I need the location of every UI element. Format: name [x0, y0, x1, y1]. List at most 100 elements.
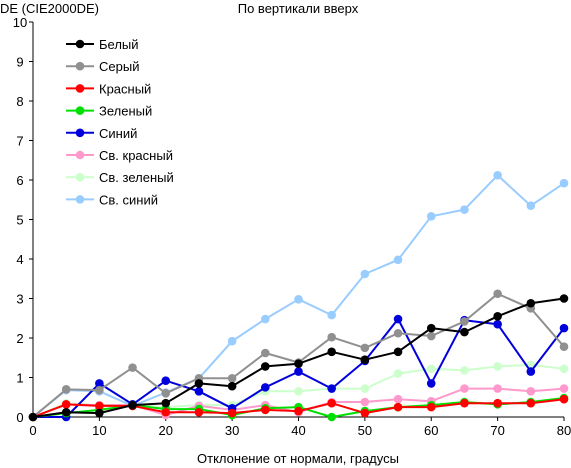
data-point — [526, 298, 536, 308]
legend-item: Зеленый — [66, 104, 152, 119]
data-point — [559, 342, 569, 351]
data-point — [227, 336, 237, 346]
data-point — [261, 314, 270, 324]
data-point — [393, 369, 403, 378]
series-2 — [28, 289, 569, 422]
data-point — [559, 294, 569, 303]
x-tick-label: 70 — [490, 423, 504, 438]
legend-swatch-marker — [75, 84, 85, 93]
data-point — [294, 367, 303, 376]
data-point — [294, 387, 303, 396]
data-point — [161, 398, 171, 408]
data-point — [327, 412, 336, 422]
data-point — [526, 201, 536, 210]
legend-item: Серый — [66, 59, 139, 74]
legend-swatch-marker — [75, 195, 85, 204]
data-point — [227, 408, 237, 418]
legend-swatch-marker — [75, 172, 85, 182]
legend-item: Св. зеленый — [66, 170, 174, 185]
plot-area — [28, 170, 569, 422]
data-point — [460, 398, 469, 408]
data-point — [28, 412, 38, 422]
data-point — [426, 212, 436, 221]
x-tick-label: 30 — [225, 423, 239, 438]
legend-label: Красный — [99, 81, 151, 96]
data-point — [360, 343, 370, 353]
data-point — [194, 407, 204, 417]
data-point — [294, 294, 303, 304]
legend-swatch-marker — [75, 106, 85, 115]
data-point — [526, 367, 536, 376]
data-point — [460, 384, 469, 393]
data-point — [426, 364, 436, 374]
data-point — [161, 389, 171, 398]
data-point — [460, 205, 469, 214]
data-point — [393, 402, 403, 412]
data-point — [294, 359, 303, 368]
y-axis-label: DE (CIE2000DE) — [0, 1, 99, 16]
data-point — [493, 384, 502, 393]
legend-label: Св. зеленый — [99, 170, 174, 185]
data-point — [294, 406, 303, 416]
x-axis-label: Отклонение от нормали, градусы — [197, 451, 399, 466]
y-tick-label: 9 — [16, 55, 23, 70]
legend-swatch-marker — [75, 39, 85, 49]
legend-label: Св. синий — [99, 192, 158, 207]
data-point — [493, 319, 502, 329]
data-point — [393, 394, 403, 404]
data-point — [227, 381, 237, 391]
legend-item: Белый — [66, 37, 139, 52]
x-tick-label: 60 — [424, 423, 438, 438]
data-point — [426, 323, 436, 333]
data-point — [559, 323, 569, 333]
x-tick-label: 50 — [358, 423, 372, 438]
data-point — [393, 314, 403, 324]
data-point — [61, 385, 71, 394]
data-point — [227, 373, 237, 383]
data-point — [128, 400, 137, 410]
x-tick-label: 0 — [29, 423, 36, 438]
data-point — [360, 269, 370, 279]
data-point — [526, 398, 536, 408]
y-tick-label: 3 — [16, 292, 23, 307]
y-tick-label: 4 — [16, 252, 23, 267]
data-point — [526, 387, 536, 396]
y-tick-label: 0 — [16, 410, 23, 425]
legend-label: Серый — [99, 59, 139, 74]
data-point — [393, 347, 403, 357]
data-point — [61, 400, 71, 409]
series-line — [32, 297, 565, 418]
y-tick-label: 8 — [16, 94, 23, 109]
legend-item: Красный — [66, 81, 151, 96]
legend-label: Синий — [99, 126, 137, 141]
series-3 — [28, 394, 569, 422]
legend-item: Синий — [66, 126, 137, 141]
y-tick-label: 6 — [16, 173, 23, 188]
legend: Белый Серый Красный Зеленый Синий Св. красный… — [66, 37, 174, 207]
legend-label: Зеленый — [99, 104, 152, 119]
axes: 0 1 2 3 4 5 6 7 8 9 10 0 10 20 30 40 50 60 70 80 — [13, 15, 571, 438]
x-tick-label: 20 — [159, 423, 173, 438]
data-point — [327, 347, 336, 357]
data-point — [261, 362, 270, 371]
data-point — [327, 332, 336, 342]
y-tick-label: 1 — [16, 371, 23, 386]
legend-item: Св. синий — [66, 192, 158, 207]
legend-swatch-marker — [75, 61, 85, 71]
data-point — [426, 331, 436, 341]
x-tick-label: 80 — [557, 423, 571, 438]
data-point — [493, 170, 502, 180]
data-point — [426, 379, 436, 388]
data-point — [194, 379, 204, 388]
data-point — [493, 311, 502, 321]
y-tick-label: 2 — [16, 331, 23, 346]
legend-item: Св. красный — [66, 148, 173, 163]
data-point — [95, 408, 104, 418]
data-point — [261, 348, 270, 358]
data-point — [194, 387, 204, 396]
data-point — [460, 366, 469, 375]
x-tick-label: 10 — [92, 423, 106, 438]
data-point — [360, 355, 370, 365]
